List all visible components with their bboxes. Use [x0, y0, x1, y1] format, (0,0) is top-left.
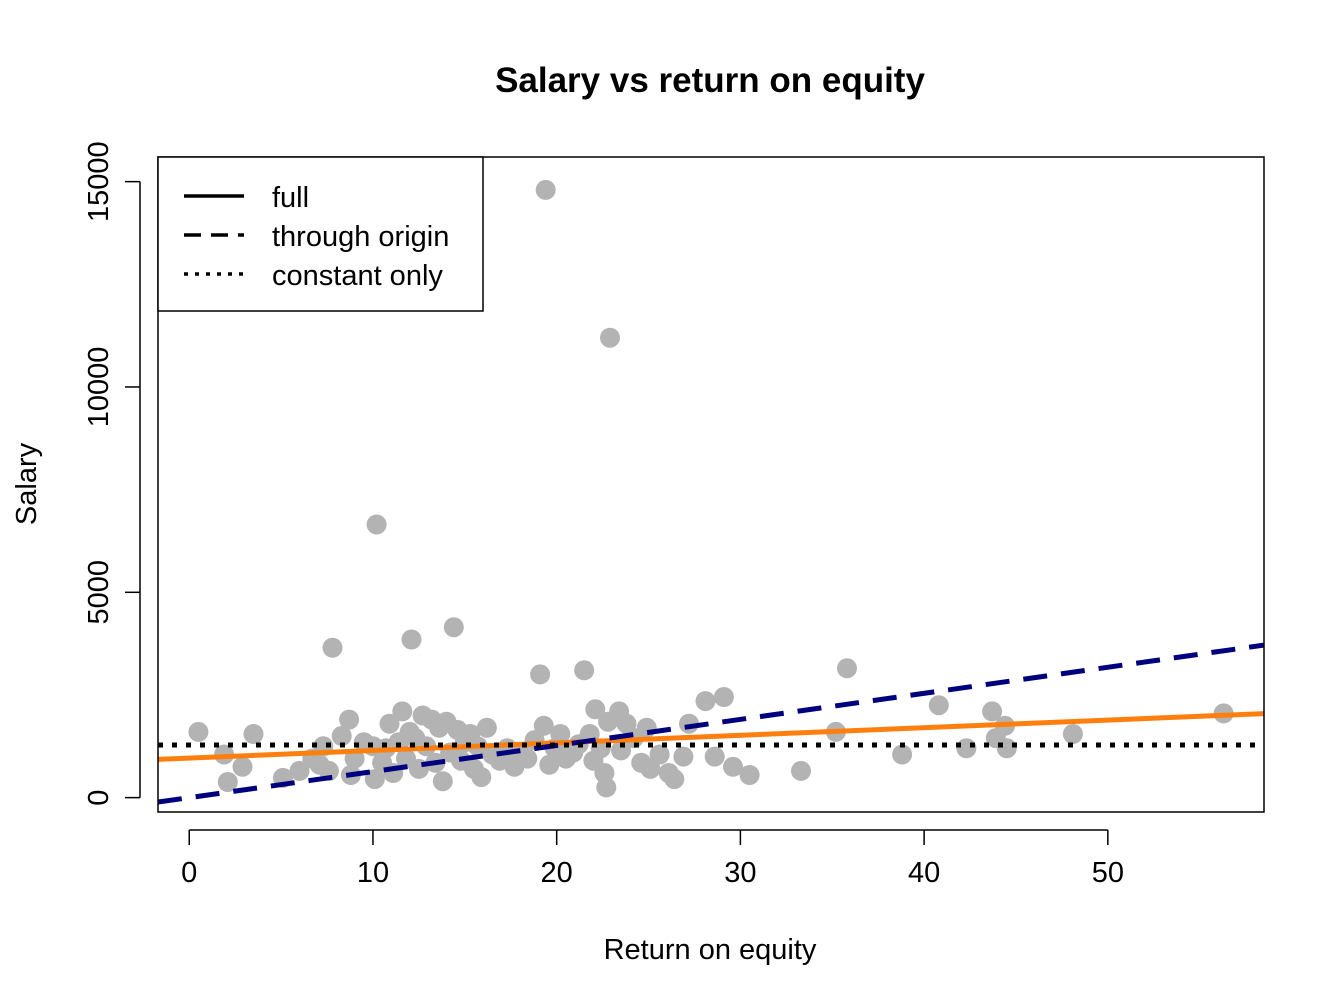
x-axis-label: Return on equity [604, 934, 817, 966]
line-through-origin [158, 642, 1264, 805]
data-point [289, 760, 310, 781]
data-point [533, 715, 554, 736]
lines-layer [158, 642, 1264, 805]
data-point [611, 740, 631, 761]
data-point [517, 748, 538, 769]
data-point [585, 699, 606, 720]
y-axis: 0 5000 10000 15000 [83, 141, 141, 806]
x-tick-label: 40 [908, 857, 940, 889]
data-point [640, 758, 661, 779]
data-point [379, 713, 400, 734]
data-point [996, 738, 1017, 759]
data-point [1062, 724, 1083, 744]
x-tick-label: 30 [724, 857, 756, 889]
data-point [530, 664, 551, 685]
y-axis-label: Salary [11, 442, 43, 525]
x-tick-label: 10 [357, 857, 389, 889]
data-point [574, 660, 595, 681]
data-point [664, 769, 685, 790]
data-point [432, 771, 453, 792]
x-axis: 0 10 20 30 40 50 [181, 829, 1124, 889]
data-point [550, 724, 571, 744]
data-point [649, 744, 670, 765]
line-full [158, 711, 1264, 762]
x-tick-label: 0 [181, 857, 197, 889]
legend-label-through-origin: through origin [272, 221, 449, 253]
legend-label-constant-only: constant only [272, 260, 443, 292]
data-point [535, 179, 556, 200]
data-point [982, 701, 1003, 722]
y-tick-label: 0 [83, 790, 115, 806]
data-point [723, 756, 743, 777]
y-tick-label: 10000 [83, 347, 115, 428]
data-point [636, 717, 657, 738]
data-point [322, 637, 343, 658]
data-point [837, 658, 857, 679]
data-point [791, 760, 811, 781]
data-point [679, 713, 699, 734]
data-point [596, 777, 617, 798]
data-point [331, 726, 352, 746]
plot-frame [157, 156, 1265, 813]
data-point [443, 617, 464, 638]
data-point [704, 746, 725, 767]
data-point [243, 724, 264, 744]
chart-title: Salary vs return on equity [495, 61, 925, 100]
data-point [339, 709, 360, 730]
data-point [695, 691, 716, 712]
data-point [188, 721, 209, 742]
x-tick-label: 50 [1092, 857, 1124, 889]
data-point [366, 514, 387, 535]
data-point [928, 695, 949, 716]
data-point [539, 754, 560, 775]
y-tick-label: 15000 [83, 141, 115, 222]
data-point [318, 760, 339, 781]
data-point [401, 629, 422, 650]
data-point [476, 717, 497, 738]
data-point [892, 744, 913, 765]
data-point [392, 701, 413, 722]
data-point [673, 746, 694, 767]
legend: full through origin constant only [157, 156, 484, 312]
data-point [217, 772, 238, 792]
data-point [956, 738, 977, 759]
y-tick-label: 5000 [83, 560, 115, 625]
data-point [471, 767, 492, 788]
data-point [232, 756, 253, 777]
data-point [713, 687, 734, 707]
legend-label-full: full [272, 182, 309, 214]
data-point [600, 327, 620, 348]
data-point [739, 765, 760, 785]
x-tick-label: 20 [541, 857, 573, 889]
